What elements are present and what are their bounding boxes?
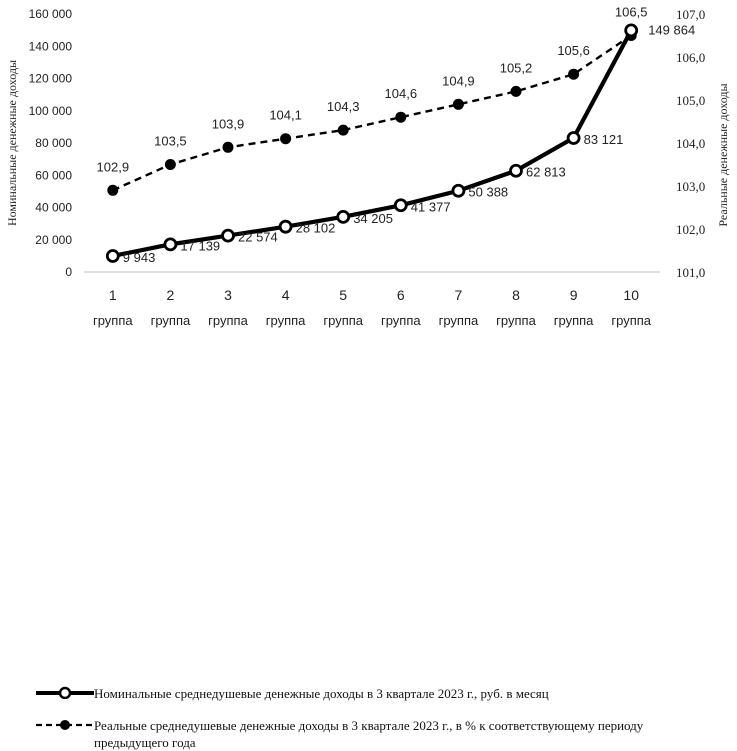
left-tick-label: 40 000 [35,201,72,215]
data-label-real: 103,5 [154,134,187,149]
data-point-nominal [509,163,523,178]
data-point-nominal [163,237,178,252]
right-tick-label: 105,0 [676,93,705,108]
data-label-nominal: 22 574 [238,230,278,245]
data-label-real: 105,6 [557,43,590,58]
data-label-real: 102,9 [97,159,130,174]
data-label-nominal: 34 205 [353,211,393,226]
x-tick-group-label: группа [611,313,651,328]
x-tick-number: 5 [339,287,347,303]
legend-marker-dashed [36,717,94,731]
data-point-real [510,85,522,97]
data-label-real: 105,2 [500,60,533,75]
x-tick-group-label: группа [496,313,536,328]
left-tick-label: 140 000 [29,39,73,53]
data-label-nominal: 41 377 [411,199,451,214]
x-tick-group-label: группа [93,313,133,328]
right-tick-label: 106,0 [676,50,705,65]
data-point-nominal [105,249,120,263]
data-point-nominal [624,23,639,38]
right-tick-label: 101,0 [676,265,705,280]
x-tick-group-label: группа [151,313,191,328]
x-tick-group-label: группа [208,313,248,328]
data-label-real: 106,5 [615,5,648,20]
data-label-nominal: 9 943 [123,250,156,265]
data-point-nominal [221,228,235,243]
data-point-nominal [566,131,581,145]
x-tick-group-label: группа [381,313,421,328]
x-tick-group-label: группа [554,313,594,328]
right-tick-label: 102,0 [676,222,705,237]
data-point-real [222,141,234,153]
data-point-real [107,184,119,196]
data-point-nominal [336,209,351,224]
series-line-real [112,34,632,192]
x-tick-number: 6 [397,287,405,303]
data-label-real: 103,9 [212,116,245,131]
data-point-real [452,98,464,110]
right-tick-label: 104,0 [676,136,705,151]
left-tick-label: 100 000 [29,104,73,118]
left-tick-label: 160 000 [29,7,73,21]
left-tick-label: 20 000 [35,233,72,247]
data-label-nominal: 149 864 [648,22,695,37]
data-label-nominal: 62 813 [526,165,566,180]
data-label-real: 104,6 [385,86,418,101]
x-tick-number: 2 [167,287,175,303]
data-point-nominal [393,198,408,213]
data-label-nominal: 83 121 [584,132,624,147]
legend-item-nominal: Номинальные среднедушевые денежные доход… [36,685,549,702]
series-line-nominal [112,29,634,259]
x-tick-group-label: группа [266,313,306,328]
left-tick-label: 60 000 [35,168,72,182]
x-tick-group-label: группа [323,313,363,328]
data-point-real [395,111,407,123]
left-tick-label: 120 000 [29,72,73,86]
left-tick-label: 80 000 [35,136,72,150]
legend-label-nominal: Номинальные среднедушевые денежные доход… [94,686,549,701]
legend-marker-solid [36,685,94,700]
x-tick-number: 4 [282,287,290,303]
right-axis-title: Реальные денежные доходы [716,83,730,226]
data-point-real [568,68,580,80]
x-tick-number: 7 [455,287,463,303]
right-tick-label: 103,0 [676,179,705,194]
left-tick-label: 0 [65,265,72,279]
data-point-real [280,133,292,145]
left-axis-title: Номинальные денежные доходы [5,60,19,226]
x-tick-number: 8 [512,287,520,303]
data-point-nominal [278,219,293,234]
x-tick-group-label: группа [439,313,479,328]
data-label-nominal: 17 139 [180,238,220,253]
data-label-nominal: 28 102 [296,221,336,236]
legend-item-real: Реальные среднедушевые денежные доходы в… [36,717,704,751]
data-point-real [164,159,176,170]
chart-plot: 0 20 000 40 000 60 000 80 000 100 000 120 000 1… [5,5,730,329]
right-tick-label: 107,0 [676,7,705,22]
data-point-real [337,124,349,136]
data-label-real: 104,1 [269,108,302,123]
x-tick-number: 1 [109,287,117,303]
x-tick-number: 3 [224,287,232,303]
data-point-nominal [451,183,466,198]
data-label-real: 104,9 [442,73,475,88]
legend-label-real: Реальные среднедушевые денежные доходы в… [94,718,644,750]
data-label-nominal: 50 388 [468,185,508,200]
chart: 0 20 000 40 000 60 000 80 000 100 000 120 000 1… [5,5,730,751]
x-tick-number: 9 [570,287,578,303]
x-tick-number: 10 [623,287,639,303]
data-label-real: 104,3 [327,99,360,114]
